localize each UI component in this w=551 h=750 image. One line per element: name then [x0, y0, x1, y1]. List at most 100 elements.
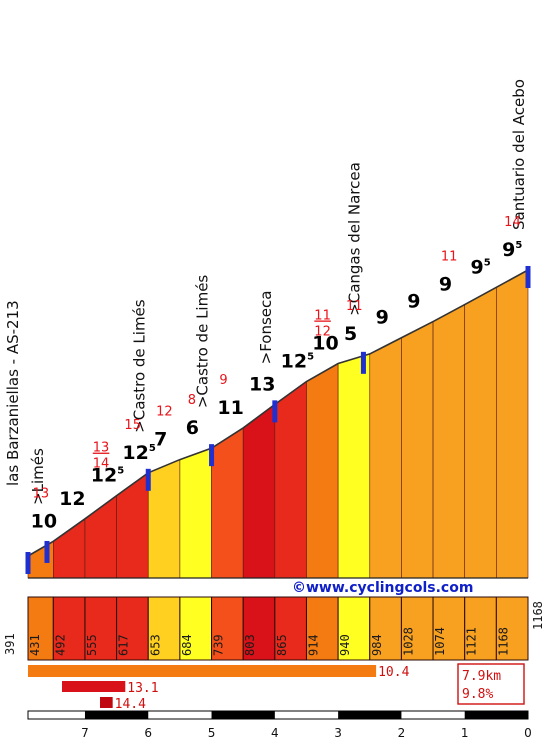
- summary-bar: [62, 681, 126, 692]
- start-altitude: 391: [3, 633, 17, 655]
- grade-label: 9: [439, 274, 452, 296]
- waypoint-marker: [209, 444, 215, 467]
- waypoints: las Barzaniellas - AS-213 >Limés >Castro d…: [4, 79, 531, 574]
- profile-segment: [53, 518, 86, 579]
- grade-label: 95: [502, 239, 522, 261]
- altitude-cell: [274, 596, 307, 661]
- altitude-cell: [400, 596, 434, 661]
- altitude-value: 1028: [401, 627, 415, 656]
- km-tick-label: 0: [524, 726, 532, 740]
- km-tick-label: 5: [208, 726, 216, 740]
- stats-box: [457, 663, 525, 705]
- waypoint-marker: [360, 351, 366, 374]
- altitude-cell: [211, 596, 244, 661]
- km-scale-segment: [84, 711, 149, 719]
- summary-bars: 10.4 13.114.4 7.9km 9.8%: [28, 663, 525, 712]
- altitude-cell: [116, 596, 149, 661]
- altitude-cell: [147, 596, 181, 661]
- waypoint-label: >Cangas del Narcea: [345, 162, 363, 316]
- altitude-cell: [337, 596, 371, 661]
- altitude-value: 653: [148, 634, 162, 656]
- km-tick-label: 1: [461, 726, 469, 740]
- summary-bar-label: 10.4: [378, 665, 409, 680]
- altitude-value: 739: [212, 634, 226, 656]
- km-tick-label: 2: [398, 726, 406, 740]
- grade-label: 9: [407, 291, 420, 313]
- waypoint-marker: [525, 266, 531, 288]
- grade-label: 13: [249, 373, 275, 395]
- end-altitude: 1168: [531, 601, 545, 630]
- grade-label: 9: [376, 307, 389, 329]
- waypoint-marker: [272, 400, 278, 423]
- altitude-value: 1121: [465, 627, 479, 656]
- max-grade-label: 13: [33, 486, 50, 501]
- profile-segments: [27, 269, 529, 579]
- grade-label: 125: [91, 465, 124, 487]
- km-tick-label: 3: [334, 726, 342, 740]
- grade-label: 7: [154, 429, 167, 451]
- altitude-value: 1168: [496, 627, 510, 656]
- summary-bar-label: 14.4: [115, 697, 146, 712]
- profile-segment: [147, 459, 181, 579]
- credit-link[interactable]: ©www.cyclingcols.com: [292, 580, 473, 596]
- altitude-value: 914: [306, 634, 320, 656]
- altitude-value: 803: [243, 634, 257, 656]
- waypoint-label: >Castro de Limés: [194, 275, 212, 409]
- altitude-cell: [464, 596, 497, 661]
- summary-bar: [100, 697, 113, 708]
- waypoint-label: >Fonseca: [257, 291, 275, 365]
- waypoint-label: >Limés: [29, 448, 47, 505]
- profile-segment: [306, 362, 339, 579]
- km-scale-segment: [338, 711, 402, 719]
- profile-segment: [369, 337, 402, 579]
- max-grade-label: 15: [124, 418, 141, 433]
- max-grade-label: 14: [93, 457, 110, 472]
- km-scale-segment: [211, 711, 275, 719]
- profile-segment: [337, 353, 371, 579]
- altitude-cell: [369, 596, 402, 661]
- profile-segment: [179, 447, 212, 579]
- waypoint-marker: [145, 468, 151, 491]
- km-tick-label: 7: [81, 726, 89, 740]
- altitude-value: 492: [53, 634, 67, 656]
- altitude-cell: [432, 596, 466, 661]
- altitude-table: 431 492 555 617 653 684 739 803 865 914 940 984 1028…: [3, 596, 545, 661]
- max-grade-label: 13: [93, 441, 110, 456]
- grade-label: 10: [312, 332, 338, 354]
- grade-label: 12: [59, 488, 85, 510]
- summary-bar-label: 13.1: [127, 681, 158, 696]
- profile-segment: [432, 304, 466, 579]
- grade-label: 11: [217, 397, 243, 419]
- waypoint-label: Santuario del Acebo: [510, 79, 528, 230]
- altitude-cell: [52, 596, 86, 661]
- distance-axis: 7 6 5 4 3 2 1 0: [27, 710, 532, 740]
- waypoint-marker: [25, 552, 31, 574]
- profile-segment: [116, 472, 149, 579]
- grade-label: 95: [471, 256, 491, 278]
- profile-segment: [211, 427, 244, 579]
- profile-segment: [27, 540, 54, 579]
- grade-label: 6: [186, 417, 199, 439]
- altitude-value: 865: [275, 634, 289, 656]
- profile-segment: [401, 321, 434, 579]
- grade-label: 10: [31, 510, 57, 532]
- altitude-cell: [27, 596, 54, 661]
- grade-label: 125: [122, 442, 155, 464]
- max-grade-label: 9: [219, 373, 227, 388]
- max-grade-label: 8: [188, 393, 196, 408]
- grade-label: 125: [281, 351, 314, 373]
- altitude-value: 684: [180, 634, 194, 656]
- altitude-value: 431: [28, 634, 42, 656]
- km-scale-segment: [464, 711, 528, 719]
- altitude-cell: [305, 596, 339, 661]
- profile-segment: [274, 380, 307, 579]
- altitude-cell: [179, 596, 213, 661]
- profile-segment: [242, 403, 276, 579]
- grade-label: 5: [344, 323, 357, 345]
- max-grade-label: 11: [314, 308, 331, 323]
- stats-distance: 7.9km: [462, 669, 501, 684]
- waypoint-label: las Barzaniellas - AS-213: [4, 300, 22, 486]
- altitude-value: 984: [370, 634, 384, 656]
- waypoint-marker: [44, 540, 50, 563]
